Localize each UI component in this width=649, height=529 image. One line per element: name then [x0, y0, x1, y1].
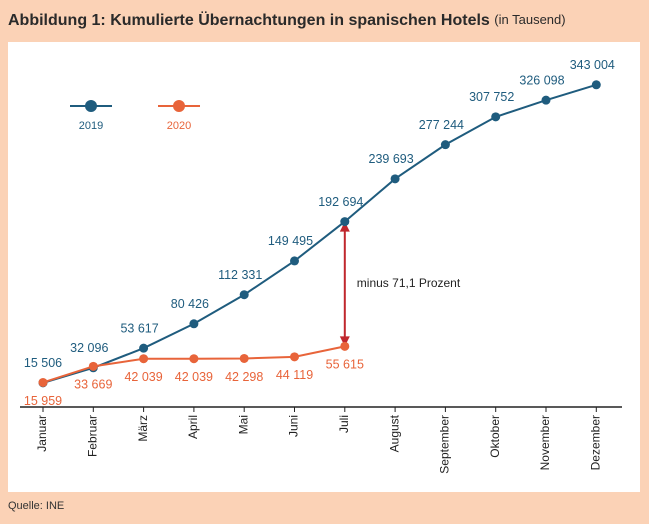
legend-dot	[85, 100, 97, 112]
value-label: 277 244	[419, 118, 464, 132]
x-tick-label: April	[186, 415, 200, 439]
x-tick-label: Oktober	[488, 415, 502, 458]
point	[491, 112, 501, 122]
point	[440, 140, 450, 150]
value-label: 326 098	[519, 73, 564, 87]
x-tick-label: Juni	[287, 415, 301, 437]
value-label: 239 693	[369, 152, 414, 166]
point	[189, 354, 199, 364]
value-label: 192 694	[318, 195, 363, 209]
x-tick-label: Dezember	[588, 415, 602, 470]
x-tick-label: Januar	[35, 415, 49, 452]
source: Quelle: INE	[8, 500, 64, 512]
point	[239, 290, 249, 300]
point	[38, 377, 48, 387]
annotation: minus 71,1 Prozent	[357, 276, 461, 290]
value-label: 32 096	[70, 341, 108, 355]
value-label: 112 331	[218, 268, 262, 282]
value-label: 15 959	[24, 394, 62, 408]
x-tick-label: Februar	[85, 415, 99, 457]
value-label: 55 615	[326, 358, 364, 372]
plot-panel	[8, 42, 640, 492]
point	[290, 256, 299, 266]
arrow-head	[339, 336, 350, 347]
legend-label: 2020	[167, 120, 191, 132]
point	[290, 352, 299, 362]
value-label: 42 298	[225, 370, 263, 384]
point	[139, 354, 149, 364]
point	[591, 80, 601, 90]
value-label: 80 426	[171, 297, 209, 311]
value-label: 15 506	[24, 356, 62, 370]
series-line	[42, 83, 597, 384]
legend-label: 2019	[79, 120, 103, 132]
point	[340, 341, 350, 351]
point	[239, 353, 249, 363]
point	[139, 343, 149, 353]
point	[189, 319, 199, 329]
value-label: 307 752	[469, 90, 514, 104]
x-tick-label: März	[136, 415, 150, 442]
value-label: 42 039	[124, 370, 162, 384]
point	[541, 95, 551, 105]
legend-dot	[173, 100, 185, 112]
value-label: 42 039	[175, 370, 213, 384]
x-tick-label: November	[538, 415, 552, 470]
value-label: 44 119	[276, 368, 313, 382]
x-tick-label: August	[387, 414, 401, 452]
x-tick-label: September	[438, 415, 452, 474]
chart-title: Abbildung 1: Kumulierte Übernachtungen i…	[8, 10, 566, 29]
value-label: 33 669	[74, 378, 112, 392]
point	[88, 361, 98, 371]
value-label: 149 495	[268, 234, 313, 248]
point	[340, 217, 350, 227]
value-label: 343 004	[570, 58, 615, 72]
value-label: 53 617	[120, 321, 158, 335]
point	[390, 174, 400, 184]
arrow-head	[339, 221, 350, 232]
x-tick-label: Juli	[337, 415, 351, 433]
x-tick-label: Mai	[236, 415, 250, 434]
